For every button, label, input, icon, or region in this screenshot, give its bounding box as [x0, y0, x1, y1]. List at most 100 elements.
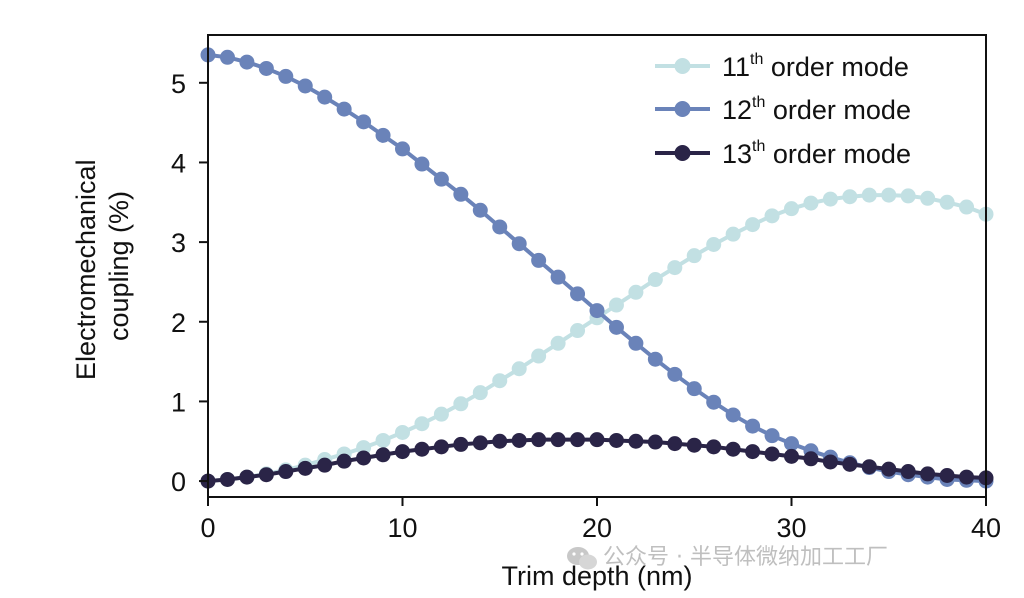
series-11-point: [900, 188, 916, 204]
y-tick-label: 4: [171, 148, 186, 178]
series-11-point: [453, 396, 469, 412]
legend-label-text: order mode: [765, 95, 911, 125]
series-13-point: [764, 446, 780, 462]
legend-marker: [674, 101, 691, 117]
series-12-point: [764, 428, 780, 444]
series-11-point: [647, 272, 663, 288]
legend-entry-12: 12th order mode: [655, 94, 911, 125]
series-13-point: [842, 456, 858, 472]
series-12-point: [297, 78, 313, 94]
series-11-point: [550, 335, 566, 351]
series-13-point: [706, 439, 722, 455]
series-13-point: [881, 461, 897, 477]
series-12-point: [725, 407, 741, 423]
series-13-point: [239, 469, 255, 485]
y-tick-label: 0: [171, 467, 186, 497]
series-13-point: [589, 432, 605, 448]
series-12-point: [706, 394, 722, 410]
series-13-point: [959, 469, 975, 485]
series-13: [200, 432, 994, 489]
x-tick-label: 40: [971, 513, 1001, 543]
series-12-point: [628, 335, 644, 351]
series-13-point: [433, 439, 449, 455]
series-12-point: [414, 156, 430, 172]
series-11-point: [570, 323, 586, 339]
series-13-point: [667, 436, 683, 452]
series-13-point: [453, 436, 469, 452]
series-13-point: [258, 467, 274, 483]
series-13-point: [920, 466, 936, 482]
y-tick-label: 2: [171, 308, 186, 338]
watermark: 公众号 · 半导体微纳加工工厂: [567, 545, 888, 570]
legend-label: 12th order mode: [722, 94, 911, 125]
series-12-point: [472, 202, 488, 218]
series-13-point: [278, 464, 294, 480]
series-11-point: [433, 406, 449, 422]
series-13-point: [686, 437, 702, 453]
series-13-point: [608, 432, 624, 448]
series-11-point: [959, 199, 975, 215]
series-13-point: [725, 441, 741, 457]
series-12-point: [647, 351, 663, 367]
y-axis-title-line-1: Electromechanical: [71, 159, 101, 380]
series-11-point: [472, 385, 488, 401]
series-12-point: [511, 236, 527, 252]
series-13-point: [472, 435, 488, 451]
series-11-point: [628, 284, 644, 300]
legend-entry-11: 11th order mode: [655, 51, 909, 82]
legend-marker: [674, 145, 691, 161]
series-13-point: [219, 471, 235, 487]
legend-label-superscript: th: [752, 94, 765, 111]
series-13-point: [784, 448, 799, 464]
series-13-point: [414, 441, 430, 457]
x-tick-label: 30: [776, 513, 806, 543]
series-11-point: [745, 217, 761, 233]
series-layer: [200, 47, 994, 489]
legend-entry-13: 13th order mode: [655, 138, 911, 169]
series-12-point: [608, 319, 624, 335]
series-13-point: [745, 444, 761, 460]
series-11-point: [725, 226, 741, 242]
series-12-point: [375, 127, 391, 143]
series-12-point: [395, 141, 410, 157]
x-tick-label: 10: [387, 513, 417, 543]
x-tick-label: 0: [200, 513, 215, 543]
series-11-point: [920, 190, 936, 206]
series-12-point: [219, 49, 235, 65]
series-13-point: [803, 451, 819, 467]
series-13-point: [395, 444, 410, 460]
series-12-point: [453, 186, 469, 202]
series-13-point: [375, 447, 391, 463]
series-13-point: [861, 459, 877, 475]
series-11-point: [784, 201, 799, 217]
series-11-point: [881, 187, 897, 203]
series-11-point: [395, 424, 410, 440]
series-11-point: [608, 297, 624, 313]
series-11-point: [842, 189, 858, 205]
series-12-point: [667, 366, 683, 382]
series-13-point: [628, 433, 644, 449]
series-13-point: [647, 434, 663, 450]
legend-label-number: 11: [722, 52, 750, 82]
series-12-point: [433, 171, 449, 187]
series-11-point: [822, 191, 838, 207]
series-11-point: [531, 348, 547, 364]
y-tick-label: 5: [171, 69, 186, 99]
series-13-point: [317, 457, 333, 473]
series-12-point: [531, 252, 547, 268]
series-13-point: [939, 467, 955, 483]
legend-label-superscript: th: [750, 51, 763, 68]
series-13-point: [550, 432, 566, 448]
series-11-point: [492, 373, 508, 389]
series-13-point: [336, 453, 352, 469]
wechat-icon: [567, 547, 597, 570]
watermark-text: 公众号 · 半导体微纳加工工厂: [603, 545, 888, 570]
series-12-point: [278, 68, 294, 84]
series-11-point: [375, 432, 391, 448]
series-12-point: [239, 54, 255, 70]
series-13-point: [356, 450, 372, 466]
series-12-point: [589, 303, 605, 319]
series-11-point: [414, 416, 430, 432]
series-12-point: [784, 436, 799, 452]
